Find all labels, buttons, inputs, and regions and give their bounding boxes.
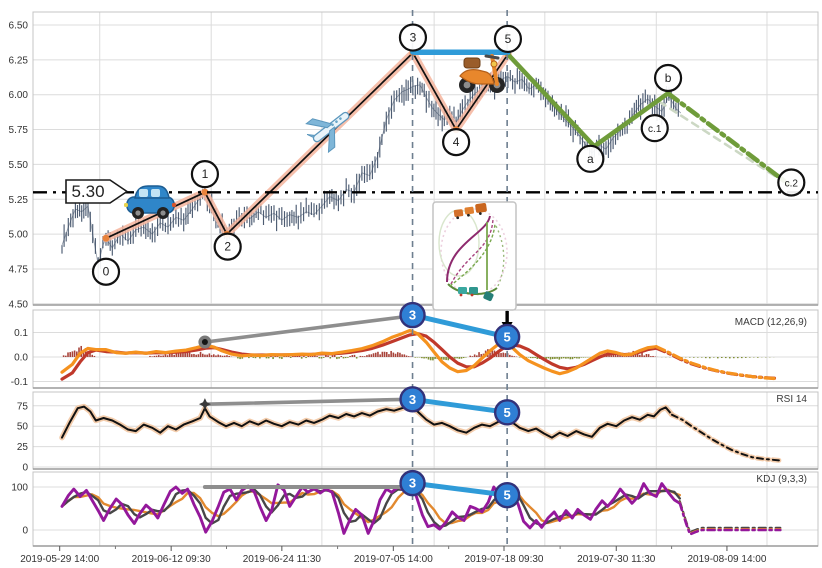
y-axis-tick-label: 5.75 <box>9 125 29 136</box>
series-layer <box>33 49 818 536</box>
svg-text:5: 5 <box>504 488 511 503</box>
top-annotation-layer: 0 1 2 3 4 5 a b c.1 c.2 3 5 3 5 3 5 <box>91 23 806 509</box>
rsi-point-5-circle: 5 <box>493 399 521 426</box>
rsi-indicator-label: RSI 14 <box>776 394 807 405</box>
car-icon <box>124 185 176 219</box>
grid-layer: 6.50 6.25 6.00 5.75 5.50 5.25 5.00 4.75 4.50 0.1 0… <box>9 11 819 565</box>
y-axis-tick-label: 25 <box>17 442 29 453</box>
wave-vertex-dot <box>102 234 110 242</box>
wave-label-3: 3 <box>398 23 428 52</box>
x-axis-tick-label: 2019-07-18 09:30 <box>465 554 544 565</box>
svg-text:c.2: c.2 <box>785 179 799 190</box>
wave-label-b: b <box>653 63 683 93</box>
y-axis-tick-label: -0.1 <box>11 377 29 388</box>
kdj-indicator-label: KDJ (9,3,3) <box>756 474 807 485</box>
svg-text:5: 5 <box>504 329 511 344</box>
price-callout: 5.30 <box>65 179 129 204</box>
x-axis-tick-label: 2019-05-29 14:00 <box>20 554 99 565</box>
svg-text:1: 1 <box>202 167 209 181</box>
wave-label-5: 5 <box>493 24 523 54</box>
macd-point-3-circle: 3 <box>399 301 426 329</box>
x-axis-tick-label: 2019-07-30 11:30 <box>577 554 656 565</box>
inset-train-top-icon <box>453 202 487 220</box>
airplane-icon <box>305 111 350 154</box>
svg-text:3: 3 <box>409 392 416 407</box>
x-axis-tick-label: 2019-06-12 09:30 <box>132 554 211 565</box>
y-axis-tick-label: 0.0 <box>14 353 28 364</box>
svg-text:2: 2 <box>224 240 231 254</box>
macd-indicator-label: MACD (12,26,9) <box>734 317 807 328</box>
y-axis-tick-label: 50 <box>17 422 29 433</box>
y-axis-tick-label: 75 <box>17 401 29 412</box>
svg-text:5: 5 <box>505 32 512 46</box>
macd-point-5-circle: 5 <box>493 323 521 351</box>
svg-text:5: 5 <box>504 405 511 420</box>
y-axis-tick-label: 6.00 <box>9 90 29 101</box>
svg-text:3: 3 <box>410 31 417 45</box>
x-axis-tick-label: 2019-06-24 11:30 <box>243 554 322 565</box>
y-axis-tick-label: 5.25 <box>9 195 29 206</box>
x-axis-tick-label: 2019-08-09 14:00 <box>687 554 766 565</box>
rsi-point-3-circle: 3 <box>399 386 426 413</box>
y-axis-tick-label: 6.25 <box>9 55 29 66</box>
macd-panel <box>33 310 818 388</box>
y-axis-tick-label: 5.00 <box>9 230 29 241</box>
wave-label-a: a <box>576 144 605 173</box>
svg-text:c.1: c.1 <box>648 124 662 135</box>
kdj-point-5-circle: 5 <box>493 481 521 509</box>
wave-label-c.2: c.2 <box>777 168 806 197</box>
rollercoaster-inset <box>432 201 517 311</box>
y-axis-tick-label: 6.50 <box>9 21 29 32</box>
svg-text:0: 0 <box>103 265 110 279</box>
rsi-start-star <box>198 398 211 411</box>
wave-label-1: 1 <box>190 160 220 189</box>
wave-label-4: 4 <box>442 127 471 157</box>
svg-text:3: 3 <box>409 476 416 491</box>
kdj-point-3-circle: 3 <box>399 469 426 497</box>
y-axis-tick-label: 4.75 <box>9 264 29 275</box>
y-axis-tick-label: 0 <box>22 526 28 537</box>
y-axis-tick-label: 4.50 <box>9 299 29 310</box>
svg-text:3: 3 <box>409 308 416 323</box>
svg-text:b: b <box>665 71 672 85</box>
svg-text:4: 4 <box>453 135 460 149</box>
scooter-icon <box>459 54 505 93</box>
x-axis-tick-label: 2019-07-05 14:00 <box>354 554 433 565</box>
wave-label-2: 2 <box>213 232 242 261</box>
wave-vertex-dot <box>201 188 209 196</box>
y-axis-tick-label: 0.1 <box>14 328 28 339</box>
y-axis-tick-label: 100 <box>11 483 28 494</box>
annotation-layer: 5.30 <box>65 10 510 546</box>
svg-text:a: a <box>587 152 594 166</box>
inset-train-bottom-icon <box>458 287 494 302</box>
wave-label-0: 0 <box>91 257 121 286</box>
price-panel <box>33 12 818 305</box>
y-axis-tick-label: 5.50 <box>9 160 29 171</box>
price-callout-value: 5.30 <box>71 182 104 201</box>
wave-label-c.1: c.1 <box>640 114 669 143</box>
y-axis-tick-label: 0 <box>22 463 28 474</box>
